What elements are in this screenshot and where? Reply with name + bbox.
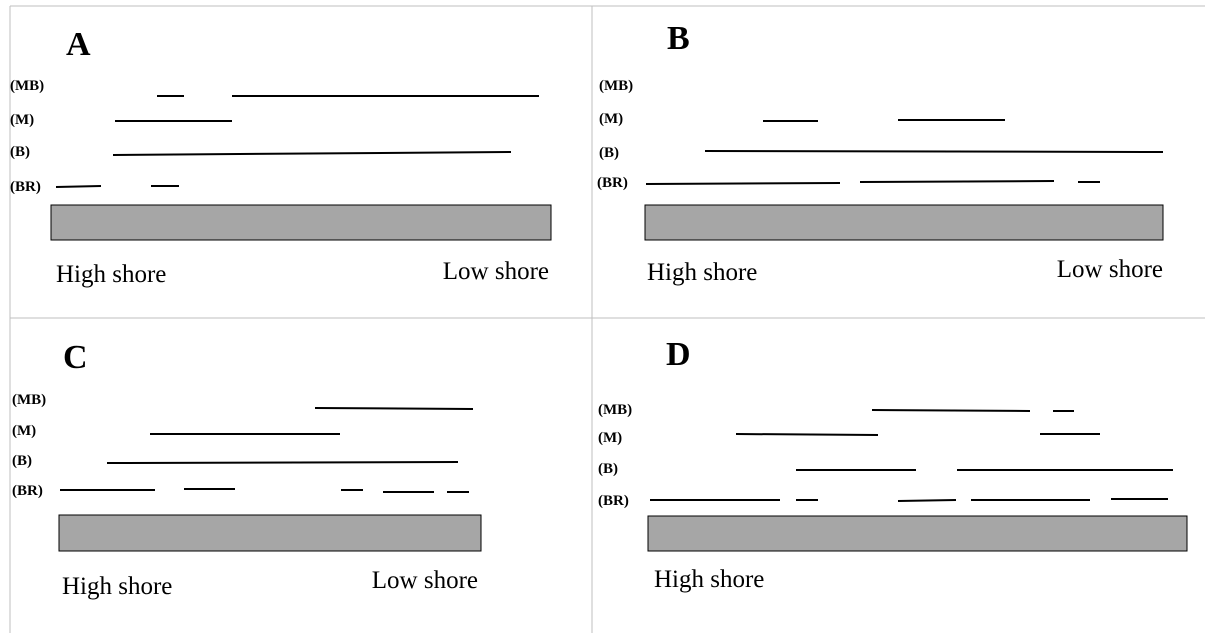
panel-d-row-label-br: (BR)	[598, 493, 629, 509]
panel-d-m-range-1	[735, 433, 879, 436]
panel-c-row-label-br: (BR)	[12, 483, 43, 499]
panel-b-letter: B	[667, 20, 690, 57]
panel-d-row-label-mb: (MB)	[598, 402, 632, 418]
panel-c-row-label-mb: (MB)	[12, 392, 46, 408]
panel-a-b-range-1	[112, 151, 512, 156]
panel-d-mb-range-1	[871, 409, 1031, 412]
panel-a-letter: A	[66, 26, 91, 63]
panel-a-high-shore-label: High shore	[56, 261, 166, 288]
panel-c-b-range-1	[106, 461, 459, 464]
panel-c-mb-range-1	[314, 407, 474, 410]
panel-d-shore-bar	[647, 515, 1188, 552]
panel-b-br-range-1	[645, 182, 841, 185]
panel-b-low-shore-label: Low shore	[1057, 256, 1163, 283]
panel-b-br-range-2	[859, 180, 1055, 183]
panel-c-low-shore-label: Low shore	[372, 567, 478, 594]
panel-d-row-label-b: (B)	[598, 461, 618, 477]
panel-a-low-shore-label: Low shore	[443, 258, 549, 285]
panel-d-row-label-m: (M)	[598, 430, 622, 446]
panel-a-row-label-br: (BR)	[10, 179, 41, 195]
panel-b-row-label-m: (M)	[599, 111, 623, 127]
panel-b-row-label-mb: (MB)	[599, 78, 633, 94]
panel-b-b-range-1	[704, 150, 1164, 153]
panel-c-letter: C	[63, 339, 88, 376]
panel-b-shore-bar	[644, 204, 1164, 241]
panel-c-row-label-b: (B)	[12, 453, 32, 469]
panel-a-shore-bar	[50, 204, 552, 241]
panel-a-br-range-1	[55, 185, 102, 188]
panel-d-br-range-3	[897, 499, 957, 502]
panel-a-row-label-m: (M)	[10, 112, 34, 128]
panel-b-high-shore-label: High shore	[647, 259, 757, 286]
panel-c-shore-bar	[58, 514, 482, 552]
panel-a: A (MB) (M) (B) (BR) High shore Low shore	[10, 26, 552, 288]
panel-c-high-shore-label: High shore	[62, 573, 172, 600]
panel-d-letter: D	[666, 336, 691, 373]
panel-d-high-shore-label: High shore	[654, 566, 764, 593]
panel-a-row-label-b: (B)	[10, 144, 30, 160]
panel-a-row-label-mb: (MB)	[10, 78, 44, 94]
panel-c: C (MB) (M) (B) (BR) High shore Low shore	[12, 339, 482, 600]
panel-c-row-label-m: (M)	[12, 423, 36, 439]
panel-d: D (MB) (M) (B) (BR) High shore	[598, 336, 1188, 593]
panel-b-row-label-br: (BR)	[597, 175, 628, 191]
panel-b-row-label-b: (B)	[599, 145, 619, 161]
panel-b: B (MB) (M) (B) (BR) High shore Low shore	[597, 20, 1164, 286]
